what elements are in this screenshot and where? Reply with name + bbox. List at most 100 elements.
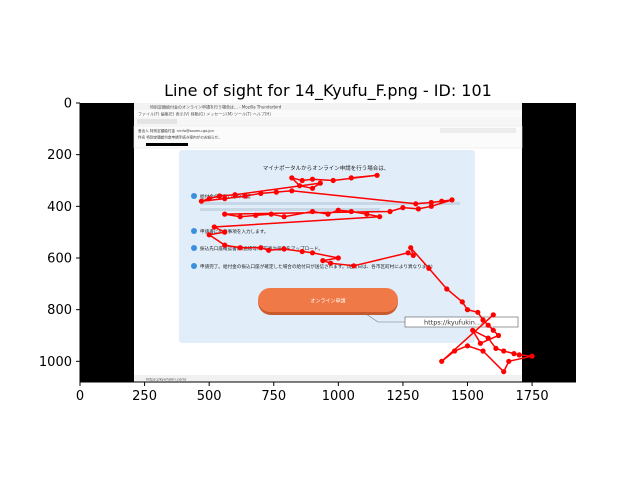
gaze-point (493, 345, 499, 351)
gaze-point (480, 317, 486, 323)
x-tick-label: 0 (76, 389, 84, 404)
header-action-buttons[interactable] (440, 128, 516, 133)
step-2-icon (191, 228, 197, 234)
axes: 0 250 500 750 1000 1250 1500 1750 0 200 400 600 800… (39, 97, 576, 404)
gaze-point (268, 211, 274, 217)
gaze-path-line (201, 174, 533, 373)
gaze-point (320, 258, 326, 264)
toolbar-buttons[interactable] (137, 119, 177, 124)
gaze-point (452, 348, 458, 354)
toolbar (134, 117, 522, 126)
gaze-point (266, 247, 272, 253)
status-bar (134, 375, 522, 382)
gaze-point (206, 232, 212, 238)
gaze-point (511, 351, 517, 357)
x-tick-label: 250 (132, 389, 157, 404)
gaze-point (377, 214, 383, 220)
gaze-point (485, 335, 491, 341)
gaze-point (281, 246, 287, 252)
gaze-point (477, 340, 483, 346)
gaze-point (309, 208, 316, 215)
gaze-point (428, 203, 434, 209)
y-tick-label: 1000 (39, 355, 72, 370)
step-3-icon (191, 245, 197, 251)
gaze-point (410, 252, 416, 258)
gaze-point (387, 208, 393, 215)
gaze-point (485, 322, 491, 328)
gaze-point (309, 176, 316, 182)
step-2-text: 申請書に必要事項を入力します。 (200, 228, 268, 235)
gaze-point (222, 211, 228, 217)
gaze-point (348, 175, 354, 181)
status-bar-text: https://kyufukin.com/ (146, 377, 187, 382)
step-4-icon (191, 263, 197, 269)
menu-bar (134, 110, 522, 117)
x-tick-label: 1750 (516, 389, 549, 404)
x-tick-label: 750 (261, 389, 286, 404)
gaze-point (506, 358, 512, 364)
menu-bar-text[interactable]: ファイル(F) 編集(E) 表示(V) 移動(G) メッセージ(M) ツール(T… (138, 111, 271, 117)
gaze-point (232, 192, 238, 198)
gaze-point (459, 299, 465, 305)
gaze-point (449, 197, 455, 203)
embedded-screenshot: 特別定額給付金のオンライン申請を行う場合は... - Mozilla Thund… (133, 103, 523, 382)
gaze-point (222, 229, 228, 235)
url-tooltip (404, 316, 519, 328)
gaze-point (281, 214, 287, 220)
gaze-point (222, 242, 228, 248)
y-ticks: 0 200 400 600 800 1000 (39, 97, 80, 370)
gaze-point (289, 188, 295, 194)
gaze-point (198, 198, 204, 204)
gaze-point (237, 245, 243, 251)
gaze-point (516, 352, 522, 358)
y-tick-label: 0 (64, 97, 72, 112)
message-header (133, 125, 523, 149)
gaze-point (335, 255, 341, 261)
gaze-point (309, 250, 316, 256)
gaze-point (258, 190, 264, 196)
gaze-point (330, 177, 336, 184)
gaze-point (242, 193, 248, 199)
gaze-point (413, 201, 419, 207)
window-title: 特別定額給付金のオンライン申請を行う場合は... - Mozilla Thund… (150, 104, 282, 110)
gaze-point (309, 185, 316, 191)
gaze-point (351, 263, 357, 269)
gaze-point (439, 358, 445, 364)
online-apply-button[interactable] (258, 288, 398, 312)
info-card (179, 150, 475, 343)
gaze-point (328, 260, 334, 266)
gaze-point (216, 193, 223, 199)
gaze-point (501, 348, 507, 354)
gaze-point (206, 196, 212, 202)
gaze-point (464, 307, 471, 313)
y-tick-label: 600 (47, 252, 72, 267)
url-tooltip-text: https://kyufukin.../ (424, 319, 484, 327)
gaze-point (237, 214, 243, 220)
card-heading: マイナポータルからオンライン申請を行う場合は、 (263, 164, 389, 172)
window-titlebar (134, 103, 522, 110)
gaze-point (253, 212, 259, 218)
gaze-point (273, 189, 279, 195)
gaze-point (408, 245, 414, 251)
gaze-point (374, 172, 380, 178)
x-tick-label: 1000 (322, 389, 355, 404)
x-ticks: 0 250 500 750 1000 1250 1500 1750 (76, 382, 549, 404)
step-1-detail (200, 202, 460, 205)
gaze-point (325, 211, 331, 217)
gaze-point (299, 177, 305, 184)
gaze-point (335, 207, 341, 213)
gaze-point (299, 248, 305, 255)
subject-line: 件名 特別定額給付金申請手続き案内がのお知らせ。 (138, 135, 222, 140)
online-apply-button-label: オンライン申請 (310, 298, 345, 305)
gaze-point (464, 343, 471, 349)
step-1-detail-2 (200, 208, 380, 211)
gaze-point (501, 369, 507, 375)
x-tick-label: 1500 (451, 389, 484, 404)
gaze-point (222, 196, 228, 202)
gaze-point (317, 180, 323, 186)
gaze-point (495, 332, 502, 339)
gaze-point (426, 265, 432, 271)
y-tick-label: 400 (47, 200, 72, 215)
step-4-text: 申請完了。給付金の振込口座が確定した場合の給付日が送信されます。(給付日は、各市… (200, 263, 433, 270)
